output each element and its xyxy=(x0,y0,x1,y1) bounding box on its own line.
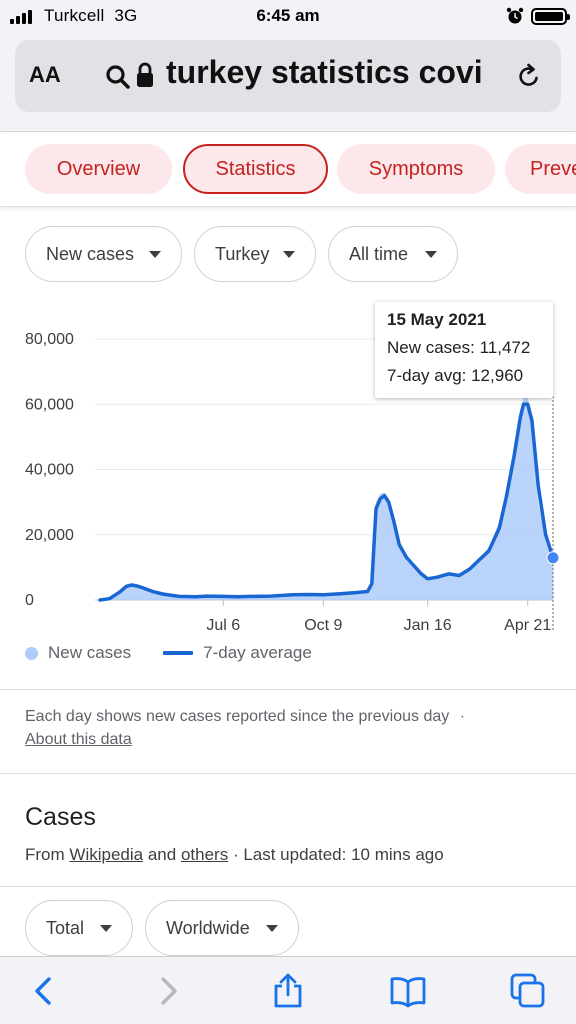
status-bar: Turkcell 3G 6:45 am xyxy=(0,0,576,36)
data-note: Each day shows new cases reported since … xyxy=(25,705,555,751)
tab-prevention[interactable]: Preve xyxy=(505,144,576,194)
location-dropdown[interactable]: Turkey xyxy=(194,226,316,282)
data-note-separator: · xyxy=(459,708,466,725)
cases-region-dropdown[interactable]: Worldwide xyxy=(145,900,299,956)
section-title: Cases xyxy=(25,803,96,831)
tab-overview[interactable]: Overview xyxy=(25,144,172,194)
tooltip-date: 15 May 2021 xyxy=(387,310,487,329)
seven-day-average-line xyxy=(98,402,555,602)
browser-toolbar xyxy=(0,956,576,1024)
divider xyxy=(0,886,576,887)
y-tick-label: 80,000 xyxy=(25,331,74,348)
time-range-dropdown[interactable]: All time xyxy=(328,226,458,282)
about-this-data-link[interactable]: About this data xyxy=(25,731,132,748)
source-others-link[interactable]: others xyxy=(180,845,229,864)
chevron-down-icon xyxy=(425,251,437,258)
y-tick-label: 40,000 xyxy=(25,462,74,479)
legend-new-cases-label: New cases xyxy=(48,643,132,662)
x-tick-label: Apr 21 xyxy=(504,617,551,634)
cases-chart[interactable]: 0 20,000 40,000 60,000 80,000 Jul 6 Oct 9 Jan 1… xyxy=(0,296,576,636)
x-tick-label: Oct 9 xyxy=(304,617,342,634)
forward-icon[interactable] xyxy=(150,973,186,1009)
new-cases-area xyxy=(100,394,553,600)
legend-seven-day-swatch xyxy=(163,651,194,655)
tabs-icon[interactable] xyxy=(510,973,546,1009)
y-tick-label: 60,000 xyxy=(25,396,74,413)
battery-icon xyxy=(531,8,570,25)
divider xyxy=(0,689,576,690)
text-size-button[interactable]: AA xyxy=(29,62,61,87)
metric-dropdown-label: New cases xyxy=(46,243,135,264)
x-tick-label: Jul 6 xyxy=(206,617,240,634)
location-dropdown-label: Turkey xyxy=(215,243,270,264)
legend-new-cases-swatch xyxy=(25,646,38,660)
tab-symptoms[interactable]: Symptoms xyxy=(337,144,495,194)
url-text[interactable]: turkey statistics covi xyxy=(166,54,483,90)
chart-tooltip: 15 May 2021 New cases: 11,472 7-day avg:… xyxy=(375,302,553,398)
y-tick-label: 0 xyxy=(25,592,34,609)
divider xyxy=(0,773,576,774)
share-icon[interactable] xyxy=(270,973,306,1009)
cases-region-dropdown-label: Worldwide xyxy=(166,917,250,938)
chevron-down-icon xyxy=(283,251,295,258)
alarm-clock-icon xyxy=(506,7,524,24)
hover-data-point xyxy=(546,551,560,565)
reload-icon[interactable] xyxy=(515,62,543,90)
tooltip-seven-day-avg: 7-day avg: 12,960 xyxy=(387,366,524,385)
y-tick-label: 20,000 xyxy=(25,527,74,544)
chart-legend: New cases 7-day average xyxy=(25,641,312,665)
x-tick-label: Jan 16 xyxy=(404,617,452,634)
topic-tabs: Overview Statistics Symptoms Preve xyxy=(0,133,576,207)
cases-source-line: From Wikipedia and others · Last updated… xyxy=(25,845,444,865)
address-bar[interactable]: AA turkey statistics covi xyxy=(15,40,561,112)
chevron-down-icon xyxy=(100,925,112,932)
lock-icon xyxy=(137,62,153,87)
last-updated-text: · Last updated: 10 mins ago xyxy=(232,845,444,864)
signal-strength-icon xyxy=(10,10,32,24)
source-wikipedia-link[interactable]: Wikipedia xyxy=(69,845,144,864)
tooltip-new-cases: New cases: 11,472 xyxy=(387,338,531,357)
source-from-label: From xyxy=(25,845,65,864)
tab-statistics[interactable]: Statistics xyxy=(183,144,328,194)
search-icon xyxy=(106,65,130,89)
cases-metric-dropdown-label: Total xyxy=(46,917,85,938)
back-icon[interactable] xyxy=(26,973,62,1009)
data-note-text: Each day shows new cases reported since … xyxy=(25,708,450,725)
cases-metric-dropdown[interactable]: Total xyxy=(25,900,133,956)
legend-seven-day-label: 7-day average xyxy=(203,643,312,662)
bookmarks-icon[interactable] xyxy=(390,973,426,1009)
chevron-down-icon xyxy=(149,251,161,258)
browser-address-area: AA turkey statistics covi xyxy=(0,36,576,132)
source-and-label: and xyxy=(147,845,177,864)
carrier-name: Turkcell 3G xyxy=(44,6,138,25)
chevron-down-icon xyxy=(266,925,278,932)
clock: 6:45 am xyxy=(256,6,320,25)
metric-dropdown[interactable]: New cases xyxy=(25,226,182,282)
time-range-dropdown-label: All time xyxy=(349,243,409,264)
